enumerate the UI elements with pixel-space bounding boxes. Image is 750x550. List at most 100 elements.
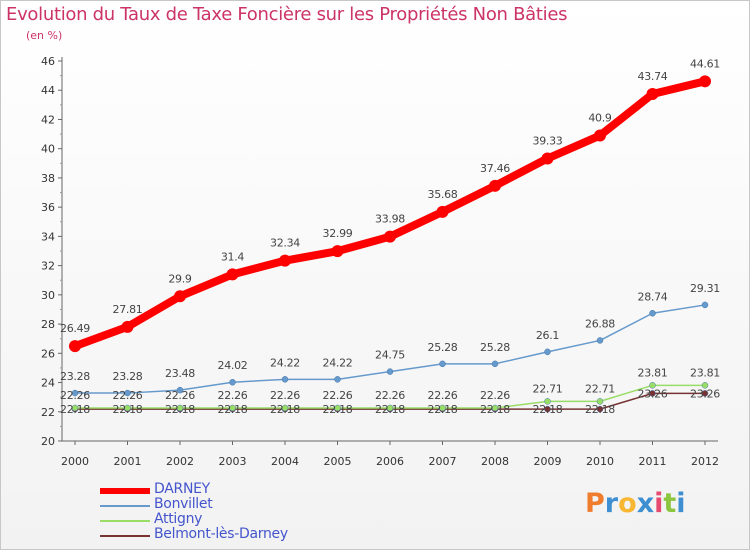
data-label-attigny: 22.26: [480, 389, 510, 402]
data-label-attigny: 22.26: [113, 389, 143, 402]
data-point-darney: [384, 230, 396, 243]
data-label-belmont-l-s-darney: 22.18: [218, 403, 248, 416]
data-label-belmont-l-s-darney: 22.18: [428, 403, 458, 416]
logo-letter: x: [636, 488, 655, 519]
data-label-belmont-l-s-darney: 22.18: [480, 403, 510, 416]
y-tick-label: 40: [41, 143, 55, 156]
y-tick-label: 42: [41, 113, 55, 126]
data-label-attigny: 22.71: [533, 382, 563, 395]
data-point-bonvillet: [596, 337, 604, 344]
x-tick-label: 2010: [586, 455, 614, 468]
data-point-darney: [594, 129, 606, 142]
y-tick-label: 24: [41, 377, 55, 390]
data-label-darney: 32.34: [270, 237, 300, 250]
data-point-darney: [541, 152, 554, 165]
logo-letter: t: [663, 488, 677, 519]
legend-label-belmont-les-darney: Belmont-lès-Darney: [154, 526, 288, 542]
data-point-attigny: [544, 398, 551, 405]
data-label-attigny: 22.26: [270, 389, 300, 402]
data-point-attigny: [71, 404, 79, 412]
proxiti-logo: Proxiti: [585, 488, 686, 519]
data-label-darney: 31.4: [221, 250, 245, 263]
legend-label-bonvillet: Bonvillet: [154, 496, 213, 512]
data-point-attigny: [701, 382, 709, 389]
data-point-bonvillet: [334, 376, 341, 383]
data-point-darney: [699, 75, 711, 88]
data-label-darney: 26.49: [60, 322, 90, 335]
x-tick-label: 2000: [61, 455, 89, 468]
data-point-attigny: [439, 404, 446, 412]
data-point-belmont-l-s-darney: [544, 405, 551, 413]
legend-swatch-bonvillet: [100, 505, 150, 507]
data-point-darney: [69, 340, 81, 353]
data-label-darney: 39.33: [533, 134, 563, 147]
data-point-bonvillet: [71, 389, 79, 397]
data-label-belmont-l-s-darney: 22.18: [585, 403, 615, 416]
chart-title: Evolution du Taux de Taxe Foncière sur l…: [6, 4, 568, 25]
unit-label: (en %): [26, 29, 63, 42]
data-point-attigny: [281, 404, 289, 412]
data-label-attigny: 22.26: [323, 389, 353, 402]
data-label-attigny: 22.26: [428, 389, 458, 402]
data-point-bonvillet: [649, 310, 656, 317]
data-label-bonvillet: 23.28: [60, 370, 90, 383]
data-label-belmont-l-s-darney: 22.18: [323, 403, 353, 416]
data-label-bonvillet: 24.22: [323, 356, 353, 369]
y-tick-label: 30: [41, 289, 55, 302]
data-label-belmont-l-s-darney: 23.26: [690, 387, 720, 400]
data-label-belmont-l-s-darney: 22.18: [375, 403, 405, 416]
data-label-darney: 44.61: [690, 57, 720, 70]
data-point-darney: [646, 88, 659, 101]
data-label-darney: 35.68: [428, 188, 458, 201]
data-label-belmont-l-s-darney: 22.18: [533, 403, 563, 416]
data-point-attigny: [176, 404, 184, 412]
x-tick-label: 2011: [639, 455, 667, 468]
data-label-darney: 43.74: [638, 70, 668, 83]
x-tick-label: 2008: [481, 455, 509, 468]
data-label-bonvillet: 28.74: [638, 290, 668, 303]
data-point-attigny: [334, 404, 341, 412]
data-label-darney: 33.98: [375, 213, 405, 226]
data-point-darney: [436, 205, 449, 218]
data-label-bonvillet: 23.28: [113, 370, 143, 383]
x-tick-label: 2002: [166, 455, 194, 468]
data-label-belmont-l-s-darney: 22.18: [60, 403, 90, 416]
logo-letter: P: [585, 488, 605, 519]
data-point-attigny: [596, 398, 604, 405]
data-point-belmont-l-s-darney: [701, 390, 709, 397]
x-tick-label: 2001: [114, 455, 142, 468]
data-point-darney: [489, 179, 501, 192]
data-label-attigny: 22.71: [585, 382, 615, 395]
data-point-darney: [121, 320, 134, 333]
data-label-darney: 40.9: [588, 112, 612, 125]
x-tick-label: 2012: [691, 455, 719, 468]
data-label-belmont-l-s-darney: 22.18: [165, 403, 195, 416]
x-tick-label: 2009: [534, 455, 562, 468]
data-point-darney: [279, 254, 291, 267]
y-tick-label: 34: [41, 230, 55, 243]
data-label-bonvillet: 26.88: [585, 317, 615, 330]
data-point-bonvillet: [544, 348, 551, 356]
data-point-belmont-l-s-darney: [649, 390, 656, 397]
data-point-attigny: [386, 404, 394, 412]
y-tick-label: 22: [41, 406, 55, 419]
y-tick-label: 46: [41, 55, 55, 68]
data-point-attigny: [124, 404, 131, 412]
data-label-attigny: 22.26: [165, 389, 195, 402]
data-label-darney: 29.9: [168, 272, 192, 285]
x-tick-label: 2007: [429, 455, 457, 468]
x-tick-label: 2006: [376, 455, 404, 468]
y-tick-label: 36: [41, 201, 55, 214]
legend-swatch-belmont-les-darney: [100, 535, 150, 537]
legend-swatch-darney: [100, 488, 150, 494]
data-label-bonvillet: 26.1: [536, 329, 559, 342]
data-point-bonvillet: [124, 389, 131, 397]
data-point-bonvillet: [386, 368, 394, 375]
logo-letter: o: [618, 488, 637, 519]
data-label-darney: 32.99: [323, 227, 353, 240]
data-point-bonvillet: [176, 386, 184, 394]
x-tick-label: 2003: [219, 455, 247, 468]
data-label-bonvillet: 24.22: [270, 356, 300, 369]
y-tick-label: 26: [41, 347, 55, 360]
